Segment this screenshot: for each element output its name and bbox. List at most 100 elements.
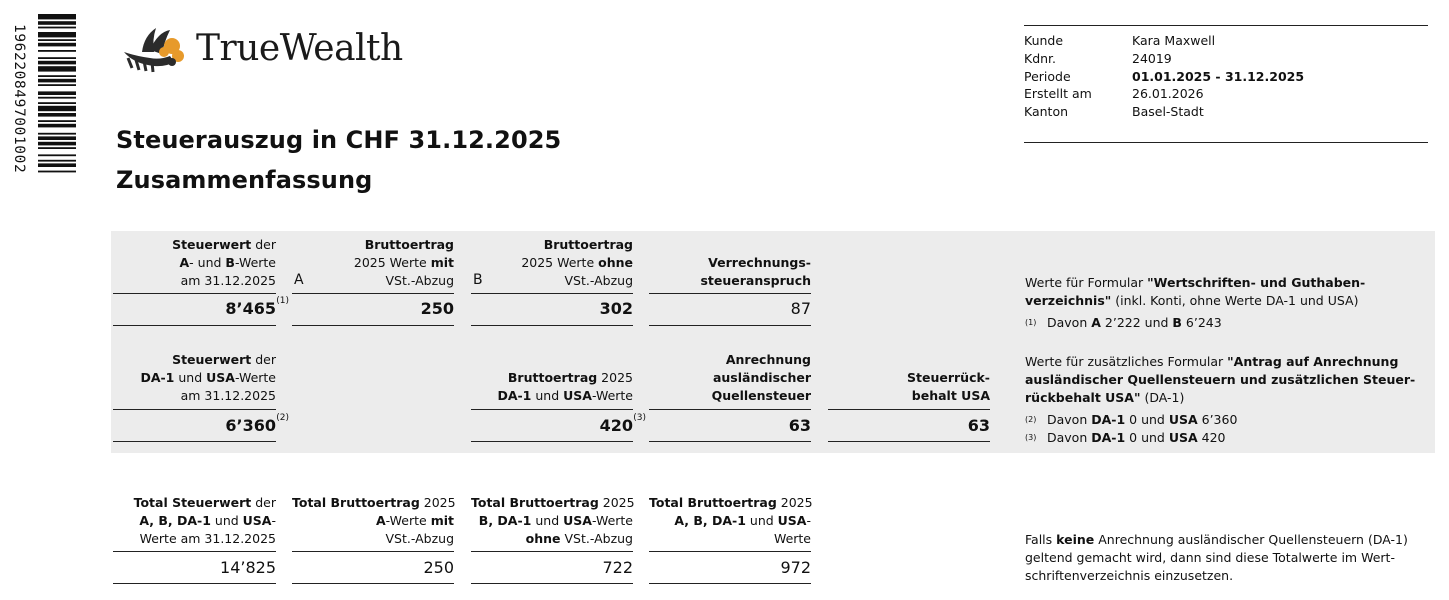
- divider: [649, 325, 811, 326]
- footnote: (1) Davon A 2’222 und B 6’243: [1025, 314, 1365, 332]
- text-line: DA-1 und USA-Werte: [140, 370, 276, 385]
- value-total-steuerwert: 14’825: [220, 558, 276, 577]
- barcode-bar: [38, 123, 76, 128]
- barcode-bar: [38, 113, 76, 117]
- document-subtitle: Zusammenfassung: [116, 166, 373, 194]
- value-total-bruttoertrag-b-da1-usa: 722: [602, 558, 633, 577]
- text-line: ohne VSt.-Abzug: [525, 531, 633, 546]
- text-line: VSt.-Abzug: [385, 273, 455, 288]
- client-info-value: 01.01.2025 - 31.12.2025: [1132, 68, 1305, 84]
- note-keine-anrechnung: Falls keine Anrechnung ausländischer Que…: [1025, 531, 1408, 585]
- value-steuerwert-da1-usa: 6’360 (2): [225, 413, 289, 435]
- value-total-bruttoertrag-a: 250: [423, 558, 454, 577]
- text-line: Steuerwert der: [172, 352, 276, 367]
- marker-b: B: [473, 272, 483, 288]
- footnote-marker: (2): [1025, 415, 1037, 424]
- barcode-bar: [38, 163, 76, 167]
- barcode-bar: [38, 14, 76, 20]
- divider: [649, 583, 811, 584]
- divider: [471, 551, 633, 552]
- summary-band: [111, 231, 1435, 453]
- text-line: Werte für Formular "Wertschriften- und G…: [1025, 275, 1366, 290]
- barcode-bar: [38, 147, 76, 149]
- text-line: Bruttoertrag: [543, 237, 633, 252]
- divider: [649, 293, 811, 294]
- barcode-bar: [38, 120, 76, 122]
- divider: [828, 441, 990, 442]
- text-line: schriftenverzeichnis einzusetzen.: [1025, 568, 1234, 583]
- value-bruttoertrag-da1-usa: 420 (3): [599, 413, 646, 435]
- client-info-label: Kanton: [1024, 104, 1069, 120]
- barcode-bar: [38, 105, 76, 112]
- divider: [113, 583, 276, 584]
- text-line: geltend gemacht wird, dann sind diese To…: [1025, 550, 1395, 565]
- brand-logo: TrueWealth: [120, 22, 403, 74]
- client-info-row: Periode 01.01.2025 - 31.12.2025: [1024, 68, 1428, 86]
- marker-a: A: [294, 272, 304, 288]
- text-line: Werte am 31.12.2025: [139, 531, 276, 546]
- text-line: ausländischer: [712, 370, 811, 385]
- barcode-bar: [38, 159, 76, 162]
- text-line: Werte: [773, 531, 811, 546]
- divider: [292, 551, 454, 552]
- footnote-marker: (1): [1025, 318, 1037, 327]
- value-bruttoertrag-mit: 250: [420, 299, 454, 318]
- barcode-bar: [38, 170, 76, 173]
- divider: [471, 293, 633, 294]
- text-line: Total Bruttoertrag 2025: [292, 495, 456, 510]
- text-line: Total Bruttoertrag 2025: [649, 495, 813, 510]
- barcode-bar: [38, 39, 76, 41]
- text-line: verzeichnis" (inkl. Konti, ohne Werte DA…: [1025, 293, 1359, 308]
- text-line: A, B, DA-1 und USA-: [139, 513, 276, 528]
- header-verrechnungssteueranspruch: Verrechnungs-steueranspruch: [649, 254, 811, 290]
- text-line: 2025 Werte mit: [353, 255, 454, 270]
- barcode-bar: [38, 66, 76, 72]
- client-info-value: 26.01.2026: [1132, 86, 1204, 102]
- header-steuerwert-ab: Steuerwert der A- und B-Werte am 31.12.202…: [113, 236, 276, 290]
- barcode-bar: [38, 96, 76, 99]
- value-steuerwert-ab: 8’465 (1): [225, 296, 289, 318]
- client-info-row: Kanton Basel-Stadt: [1024, 103, 1428, 121]
- footnotes: (1) Davon A 2’222 und B 6’243: [1025, 314, 1365, 332]
- divider: [649, 441, 811, 442]
- client-info-value: Basel-Stadt: [1132, 104, 1204, 120]
- barcode-bar: [38, 42, 76, 47]
- header-bruttoertrag-mit: Bruttoertrag 2025 Werte mit VSt.-Abzug: [292, 236, 454, 290]
- document-title: Steuerauszug in CHF 31.12.2025: [116, 126, 562, 154]
- barcode-bar: [38, 91, 76, 95]
- divider: [113, 441, 276, 442]
- text-line: Bruttoertrag 2025: [507, 370, 633, 385]
- divider: [471, 325, 633, 326]
- barcode-bar: [38, 60, 76, 65]
- barcode-bar: [38, 75, 76, 77]
- text-line: Werte für zusätzliches Formular "Antrag …: [1025, 354, 1399, 369]
- note-text: Falls keine Anrechnung ausländischer Que…: [1025, 531, 1408, 585]
- client-info-row: Kdnr. 24019: [1024, 50, 1428, 68]
- text-line: Verrechnungs-: [708, 255, 811, 270]
- barcode-bar: [38, 84, 76, 86]
- text-line: am 31.12.2025: [180, 388, 276, 403]
- note-text: Werte für zusätzliches Formular "Antrag …: [1025, 353, 1415, 407]
- client-info-label: Periode: [1024, 68, 1071, 84]
- note-da1-formular: Werte für zusätzliches Formular "Antrag …: [1025, 353, 1415, 447]
- header-steuerwert-da1-usa: Steuerwert der DA-1 und USA-Werte am 31.12…: [113, 351, 276, 405]
- divider: [113, 325, 276, 326]
- client-info-row: Erstellt am 26.01.2026: [1024, 85, 1428, 103]
- text-line: Steuerwert der: [172, 237, 276, 252]
- header-total-bruttoertrag-a: Total Bruttoertrag 2025 A-Werte mit VSt.-A…: [292, 494, 456, 548]
- barcode-bar: [38, 154, 76, 157]
- text-line: behalt USA: [911, 388, 990, 403]
- header-total-steuerwert: Total Steuerwert der A, B, DA-1 und USA- W…: [113, 494, 276, 548]
- text-line: Anrechnung: [725, 352, 811, 367]
- note-wertschriftenverzeichnis: Werte für Formular "Wertschriften- und G…: [1025, 274, 1365, 332]
- barcode-bar: [38, 132, 76, 135]
- barcode-bar: [38, 102, 76, 104]
- text-line: Steuerrück-: [907, 370, 990, 385]
- client-info-value: Kara Maxwell: [1132, 33, 1216, 48]
- divider: [292, 583, 454, 584]
- divider: [113, 293, 276, 294]
- brand-name: TrueWealth: [196, 27, 403, 69]
- footnote-text: Davon DA-1 0 und USA 420: [1047, 430, 1226, 445]
- text-line: B, DA-1 und USA-Werte: [478, 513, 633, 528]
- barcode-bar: [38, 57, 76, 59]
